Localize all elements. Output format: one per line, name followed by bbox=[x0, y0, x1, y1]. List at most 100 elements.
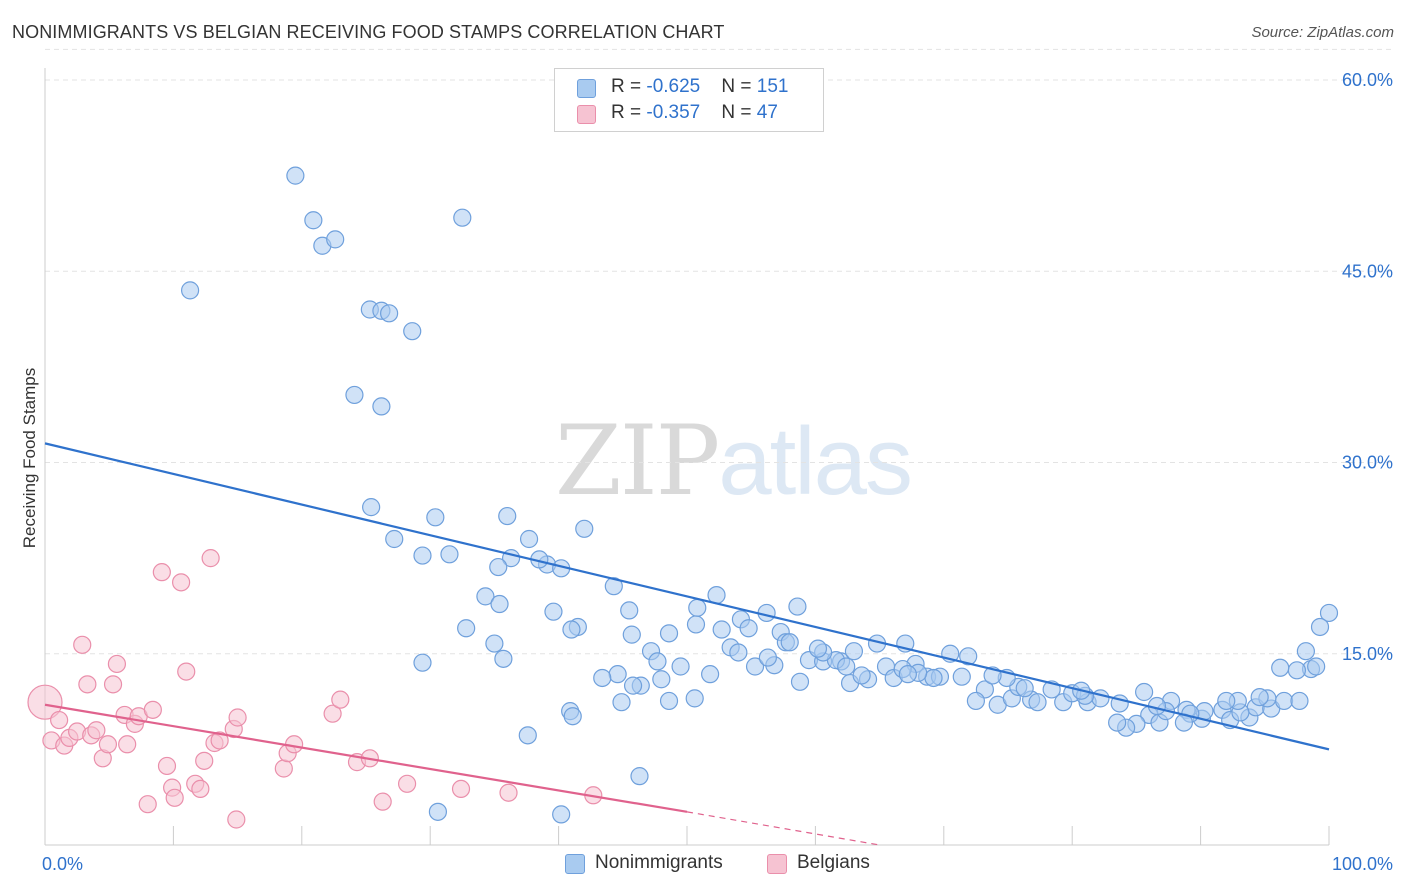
belgians-point bbox=[50, 710, 69, 730]
nonimmigrants-point bbox=[1271, 658, 1290, 677]
nonimmigrants-point bbox=[1296, 642, 1315, 661]
gridlines bbox=[45, 48, 1392, 655]
nonimmigrants-point bbox=[623, 676, 643, 695]
nonimmigrants-point bbox=[1307, 657, 1326, 676]
nonimmigrants-point bbox=[575, 519, 594, 538]
nonimmigrants-trend-line bbox=[44, 442, 1330, 751]
nonimmigrants-point bbox=[701, 665, 720, 684]
nonimmigrants-points bbox=[180, 166, 1339, 824]
nonimmigrants-point bbox=[362, 498, 381, 517]
nonimmigrants-point bbox=[1310, 617, 1330, 637]
nonimmigrants-point bbox=[440, 545, 459, 564]
nonimmigrants-point bbox=[552, 805, 571, 824]
nonimmigrants-point bbox=[428, 802, 448, 821]
nonimmigrants-point bbox=[685, 689, 704, 708]
nonimmigrants-point bbox=[966, 691, 986, 711]
nonimmigrants-point bbox=[1319, 603, 1339, 623]
belgians-point bbox=[195, 751, 214, 770]
nonimmigrants-point bbox=[1108, 713, 1127, 732]
nonimmigrants-point bbox=[403, 322, 422, 341]
nonimmigrants-point bbox=[630, 767, 649, 786]
nonimmigrants-point bbox=[808, 639, 828, 658]
y-tick-label: 15.0% bbox=[1342, 644, 1393, 664]
nonimmigrants-point bbox=[498, 506, 517, 526]
nonimmigrants-point bbox=[620, 601, 639, 620]
nonimmigrants-point bbox=[671, 657, 690, 676]
nonimmigrants-point bbox=[852, 666, 871, 685]
series-legend: Nonimmigrants Belgians bbox=[0, 852, 1406, 878]
nonimmigrants-point bbox=[788, 597, 807, 616]
belgians-point bbox=[73, 635, 92, 654]
nonimmigrants-point bbox=[1028, 693, 1047, 712]
nonimmigrants-point bbox=[563, 707, 582, 726]
nonimmigrants-point bbox=[1217, 691, 1236, 711]
belgians-point bbox=[323, 704, 342, 723]
nonimmigrants-point bbox=[688, 598, 707, 617]
nonimmigrants-point bbox=[622, 625, 641, 644]
belgians-point bbox=[397, 774, 417, 793]
belgians-point bbox=[228, 708, 247, 727]
belgians-point bbox=[451, 779, 471, 799]
belgians-point bbox=[210, 731, 229, 750]
nonimmigrants-point bbox=[790, 672, 810, 691]
belgians-point bbox=[373, 792, 392, 811]
nonimmigrants-point bbox=[372, 397, 391, 416]
nonimmigrants-point bbox=[426, 508, 445, 527]
belgians-point bbox=[274, 759, 293, 778]
nonimmigrants-point bbox=[593, 668, 612, 688]
source-label: Source: ZipAtlas.com bbox=[1251, 24, 1394, 41]
belgians-point bbox=[191, 779, 210, 799]
nonimmigrants-point bbox=[745, 657, 765, 676]
belgians-point bbox=[499, 783, 518, 802]
n-value: 151 bbox=[756, 76, 789, 97]
nonimmigrants-point bbox=[413, 546, 432, 565]
belgians-point bbox=[157, 756, 177, 776]
x-tick-label: 100.0% bbox=[1332, 854, 1393, 874]
belgians-point bbox=[98, 735, 118, 754]
nonimmigrants-point bbox=[453, 208, 472, 227]
belgians-point bbox=[165, 788, 184, 807]
nonimmigrants-point bbox=[712, 620, 731, 639]
nonimmigrants-point bbox=[924, 668, 943, 688]
belgians-point bbox=[172, 573, 191, 592]
n-value: 47 bbox=[756, 102, 778, 123]
belgians-point bbox=[331, 690, 350, 709]
nonimmigrants-point bbox=[686, 615, 706, 634]
nonimmigrants-point bbox=[345, 385, 364, 405]
nonimmigrants-point bbox=[1135, 682, 1154, 702]
chart-title: NONIMMIGRANTS VS BELGIAN RECEIVING FOOD … bbox=[12, 22, 725, 42]
nonimmigrants-point bbox=[489, 557, 508, 577]
blue-swatch bbox=[565, 854, 585, 874]
nonimmigrants-point bbox=[562, 620, 581, 639]
nonimmigrants-point bbox=[304, 211, 323, 230]
belgians-points bbox=[27, 549, 603, 829]
nonimmigrants-point bbox=[739, 619, 758, 638]
r-label: R = bbox=[611, 102, 647, 123]
nonimmigrants-point bbox=[659, 624, 679, 643]
nonimmigrants-point bbox=[457, 619, 476, 638]
x-tick-label: 0.0% bbox=[42, 854, 83, 874]
nonimmigrants-point bbox=[1287, 661, 1307, 680]
nonimmigrants-point bbox=[1290, 691, 1309, 711]
watermark-zip: ZIP bbox=[555, 405, 720, 517]
nonimmigrants-point bbox=[485, 634, 504, 653]
belgians-point bbox=[227, 810, 246, 829]
belgians-point bbox=[87, 721, 106, 740]
pink-swatch bbox=[767, 854, 787, 874]
belgians-point bbox=[152, 563, 171, 582]
belgians-trend-line bbox=[44, 703, 688, 813]
belgians-point bbox=[177, 662, 196, 681]
nonimmigrants-point bbox=[1274, 691, 1294, 711]
trend-lines bbox=[44, 442, 1330, 846]
nonimmigrants-point bbox=[1250, 687, 1269, 707]
watermark-atlas: atlas bbox=[718, 408, 913, 515]
nonimmigrants-point bbox=[959, 647, 978, 666]
belgians-point bbox=[143, 700, 162, 719]
watermark: ZIPatlas bbox=[555, 405, 913, 517]
nonimmigrants-point bbox=[180, 281, 200, 300]
r-label: R = bbox=[611, 76, 647, 97]
nonimmigrants-point bbox=[652, 670, 671, 689]
belgians-point bbox=[201, 549, 220, 568]
nonimmigrants-point bbox=[518, 726, 537, 745]
nonimmigrants-point bbox=[490, 594, 509, 614]
